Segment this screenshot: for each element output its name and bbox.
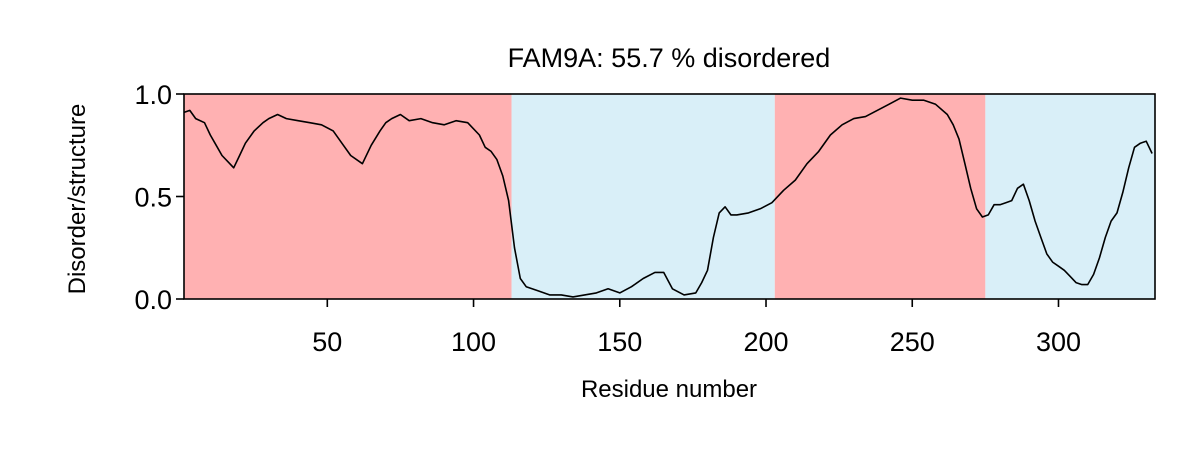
x-tick-label: 300 (1036, 327, 1081, 357)
series-layer (183, 97, 1153, 298)
region-structured-1 (511, 94, 775, 299)
series-line-0 (183, 97, 1153, 298)
x-axis-label: Residue number (581, 376, 757, 403)
x-tick-label: 250 (890, 327, 935, 357)
x-tick-label: 200 (743, 327, 788, 357)
region-layer (184, 94, 1155, 299)
y-axis: 0.0 0.5 1.0 (134, 80, 184, 315)
y-axis-label: Disorder/structure (64, 104, 91, 295)
y-tick-label: 0.0 (134, 285, 172, 315)
x-axis: 50 100 150 200 250 300 (312, 299, 1081, 357)
region-structured-3 (985, 94, 1155, 299)
chart-title: FAM9A: 55.7 % disordered (508, 43, 831, 73)
y-tick-label: 1.0 (134, 80, 172, 110)
y-tick-label: 0.5 (134, 183, 172, 213)
x-tick-label: 150 (597, 327, 642, 357)
region-disordered-0 (184, 94, 512, 299)
region-disordered-2 (774, 94, 986, 299)
x-tick-label: 50 (312, 327, 342, 357)
x-tick-label: 100 (451, 327, 496, 357)
